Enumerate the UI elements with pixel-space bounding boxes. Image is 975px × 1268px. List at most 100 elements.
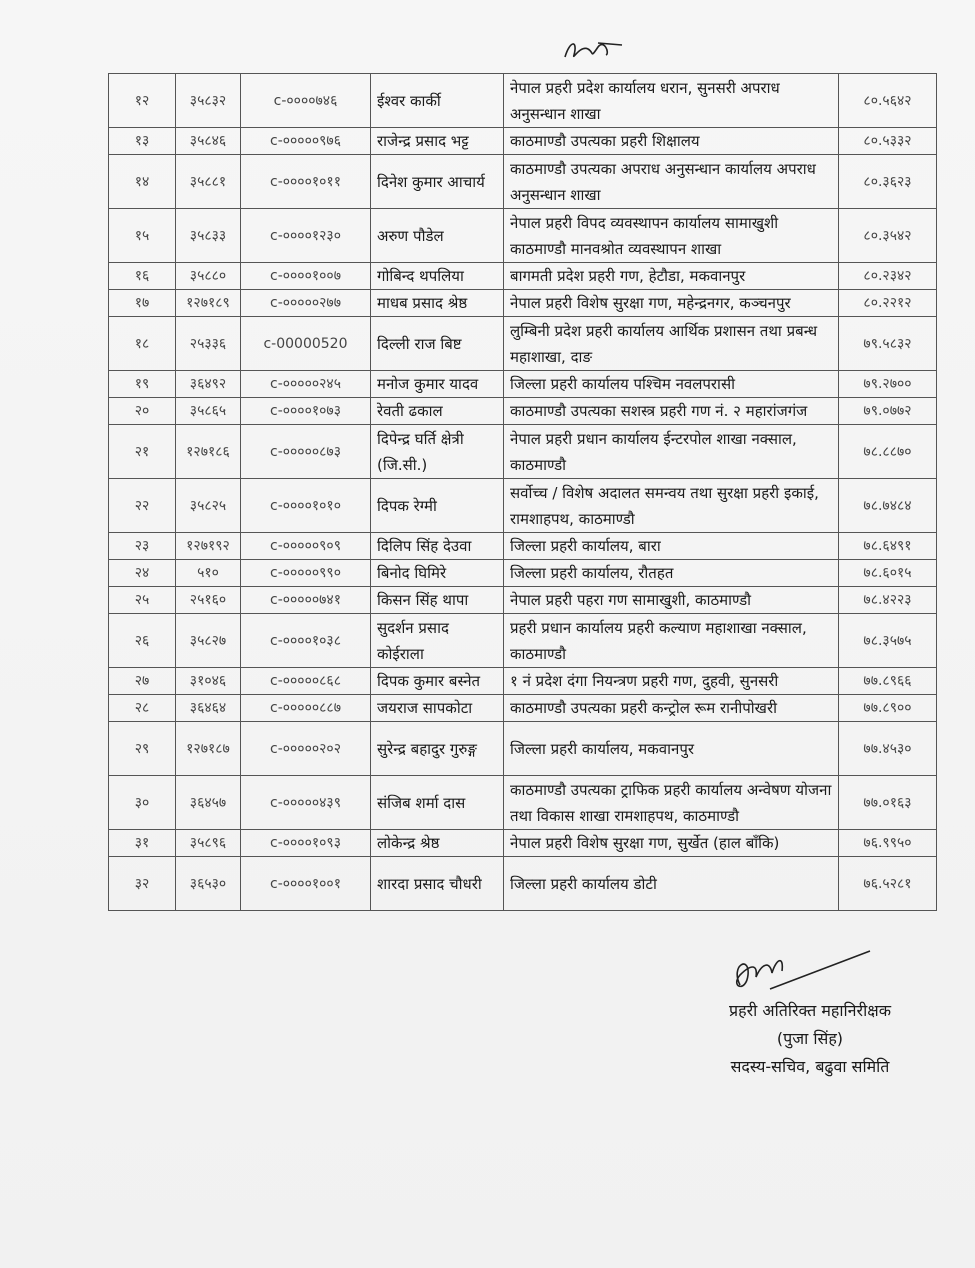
score: ८०.२२१२ (838, 289, 937, 317)
symbol-code: c-०००००८७३ (240, 424, 371, 479)
employee-id: १२७१९२ (175, 532, 241, 560)
employee-id: १२७१८७ (175, 721, 241, 776)
symbol-code: c-०००००८८७ (240, 694, 371, 722)
office-name: जिल्ला प्रहरी कार्यालय पश्चिम नवलपरासी (503, 370, 839, 398)
table-row: २५ २५१६० c-०००००७४१ किसन सिंह थापा नेपाल प्र… (108, 586, 937, 614)
office-name: काठमाण्डौ उपत्यका ट्राफिक प्रहरी कार्याल… (503, 775, 839, 830)
person-name: दिपक कुमार बस्नेत (370, 667, 504, 695)
serial-number: १८ (108, 316, 176, 371)
score: ७८.८८७० (838, 424, 937, 479)
score: ७९.५८३२ (838, 316, 937, 371)
signatory-role: सदस्य-सचिव, बढुवा समिति (730, 1057, 890, 1076)
employee-id: ३५८६५ (175, 397, 241, 425)
office-name: बागमती प्रदेश प्रहरी गण, हेटौडा, मकवानपु… (503, 262, 839, 290)
signatory-title: प्रहरी अतिरिक्त महानिरीक्षक (728, 1001, 891, 1020)
serial-number: २४ (108, 559, 176, 587)
office-name: नेपाल प्रहरी विपद व्यवस्थापन कार्यालय सा… (503, 208, 839, 263)
score: ८०.३६२३ (838, 154, 937, 209)
office-name: नेपाल प्रहरी विशेष सुरक्षा गण, सुर्खेत (… (503, 829, 839, 857)
office-name: नेपाल प्रहरी प्रदेश कार्यालय धरान, सुनसर… (503, 73, 839, 128)
employee-id: १२७१८९ (175, 289, 241, 317)
serial-number: २८ (108, 694, 176, 722)
office-name: जिल्ला प्रहरी कार्यालय, रौतहत (503, 559, 839, 587)
person-name: शारदा प्रसाद चौधरी (370, 856, 504, 911)
serial-number: १२ (108, 73, 176, 128)
person-name: दिपक रेग्मी (370, 478, 504, 533)
person-name: बिनोद घिमिरे (370, 559, 504, 587)
table-row: १९ ३६४९२ c-०००००२४५ मनोज कुमार यादव जिल्ला प… (108, 370, 937, 398)
score: ८०.५३३२ (838, 127, 937, 155)
employee-id: ३५८८० (175, 262, 241, 290)
person-name: सुरेन्द्र बहादुर गुरुङ्ग (370, 721, 504, 776)
employee-id: ३५८३२ (175, 73, 241, 128)
table-row: १३ ३५८४६ c-०००००९७६ राजेन्द्र प्रसाद भट्ट का… (108, 127, 937, 155)
person-name: किसन सिंह थापा (370, 586, 504, 614)
score: ७८.४२२३ (838, 586, 937, 614)
serial-number: २३ (108, 532, 176, 560)
office-name: काठमाण्डौ उपत्यका अपराध अनुसन्धान कार्या… (503, 154, 839, 209)
employee-id: ३६५३० (175, 856, 241, 911)
employee-id: ३५८३३ (175, 208, 241, 263)
score: ७९.०७७२ (838, 397, 937, 425)
table-row: २३ १२७१९२ c-०००००९०९ दिलिप सिंह देउवा जिल्ला… (108, 532, 937, 560)
employee-id: ३५८२५ (175, 478, 241, 533)
office-name: काठमाण्डौ उपत्यका सशस्त्र प्रहरी गण नं. … (503, 397, 839, 425)
serial-number: १५ (108, 208, 176, 263)
score: ७८.३५७५ (838, 613, 937, 668)
person-name: दिल्ली राज बिष्ट (370, 316, 504, 371)
symbol-code: c-०००००२०२ (240, 721, 371, 776)
person-name: सुदर्शन प्रसाद कोईराला (370, 613, 504, 668)
table-row: २१ १२७१८६ c-०००००८७३ दिपेन्द्र घर्ति क्षेत्… (108, 424, 937, 479)
person-name: दिनेश कुमार आचार्य (370, 154, 504, 209)
symbol-code: c-००००७४६ (240, 73, 371, 128)
serial-number: २० (108, 397, 176, 425)
signature-block: प्रहरी अतिरिक्त महानिरीक्षक (पुजा सिंह) … (700, 945, 920, 1081)
serial-number: २६ (108, 613, 176, 668)
person-name: लोकेन्द्र श्रेष्ठ (370, 829, 504, 857)
symbol-code: c-00000520 (240, 316, 371, 371)
office-name: काठमाण्डौ उपत्यका प्रहरी शिक्षालय (503, 127, 839, 155)
score: ७८.७४८४ (838, 478, 937, 533)
symbol-code: c-०००००८६८ (240, 667, 371, 695)
symbol-code: c-०००००९९० (240, 559, 371, 587)
table-row: १७ १२७१८९ c-०००००२७७ माधब प्रसाद श्रेष्ठ नेप… (108, 289, 937, 317)
person-name: राजेन्द्र प्रसाद भट्ट (370, 127, 504, 155)
table-row: २७ ३१०४६ c-०००००८६८ दिपक कुमार बस्नेत १ नं प… (108, 667, 937, 695)
symbol-code: c-०००००९०९ (240, 532, 371, 560)
employee-id: ३६४५७ (175, 775, 241, 830)
office-name: जिल्ला प्रहरी कार्यालय, बारा (503, 532, 839, 560)
office-name: प्रहरी प्रधान कार्यालय प्रहरी कल्याण महा… (503, 613, 839, 668)
employee-id: ५१० (175, 559, 241, 587)
signatory-name: (पुजा सिंह) (776, 1029, 844, 1048)
score: ७६.९९५० (838, 829, 937, 857)
serial-number: ३० (108, 775, 176, 830)
person-name: ईश्वर कार्की (370, 73, 504, 128)
serial-number: ३२ (108, 856, 176, 911)
employee-id: ३५८२७ (175, 613, 241, 668)
serial-number: २१ (108, 424, 176, 479)
symbol-code: c-००००१०९३ (240, 829, 371, 857)
person-name: गोबिन्द थपलिया (370, 262, 504, 290)
score: ७७.०१६३ (838, 775, 937, 830)
symbol-code: c-००००१००१ (240, 856, 371, 911)
employee-id: ३५८८१ (175, 154, 241, 209)
score: ७९.२७०० (838, 370, 937, 398)
serial-number: ३१ (108, 829, 176, 857)
employee-id: २५१६० (175, 586, 241, 614)
office-name: नेपाल प्रहरी पहरा गण सामाखुशी, काठमाण्डौ (503, 586, 839, 614)
score: ७७.४५३० (838, 721, 937, 776)
serial-number: १६ (108, 262, 176, 290)
employee-id: २५३३६ (175, 316, 241, 371)
office-name: सर्वोच्च / विशेष अदालत समन्वय तथा सुरक्ष… (503, 478, 839, 533)
office-name: काठमाण्डौ उपत्यका प्रहरी कन्ट्रोल रूम रा… (503, 694, 839, 722)
symbol-code: c-००००१२३० (240, 208, 371, 263)
table-row: ३० ३६४५७ c-०००००४३९ संजिब शर्मा दास काठमाण्ड… (108, 775, 937, 830)
table-row: २९ १२७१८७ c-०००००२०२ सुरेन्द्र बहादुर गुरुङ… (108, 721, 937, 776)
score: ७७.८९६६ (838, 667, 937, 695)
score: ८०.२३४२ (838, 262, 937, 290)
serial-number: १३ (108, 127, 176, 155)
symbol-code: c-००००१००७ (240, 262, 371, 290)
symbol-code: c-०००००२७७ (240, 289, 371, 317)
signature (735, 950, 871, 990)
office-name: जिल्ला प्रहरी कार्यालय डोटी (503, 856, 839, 911)
